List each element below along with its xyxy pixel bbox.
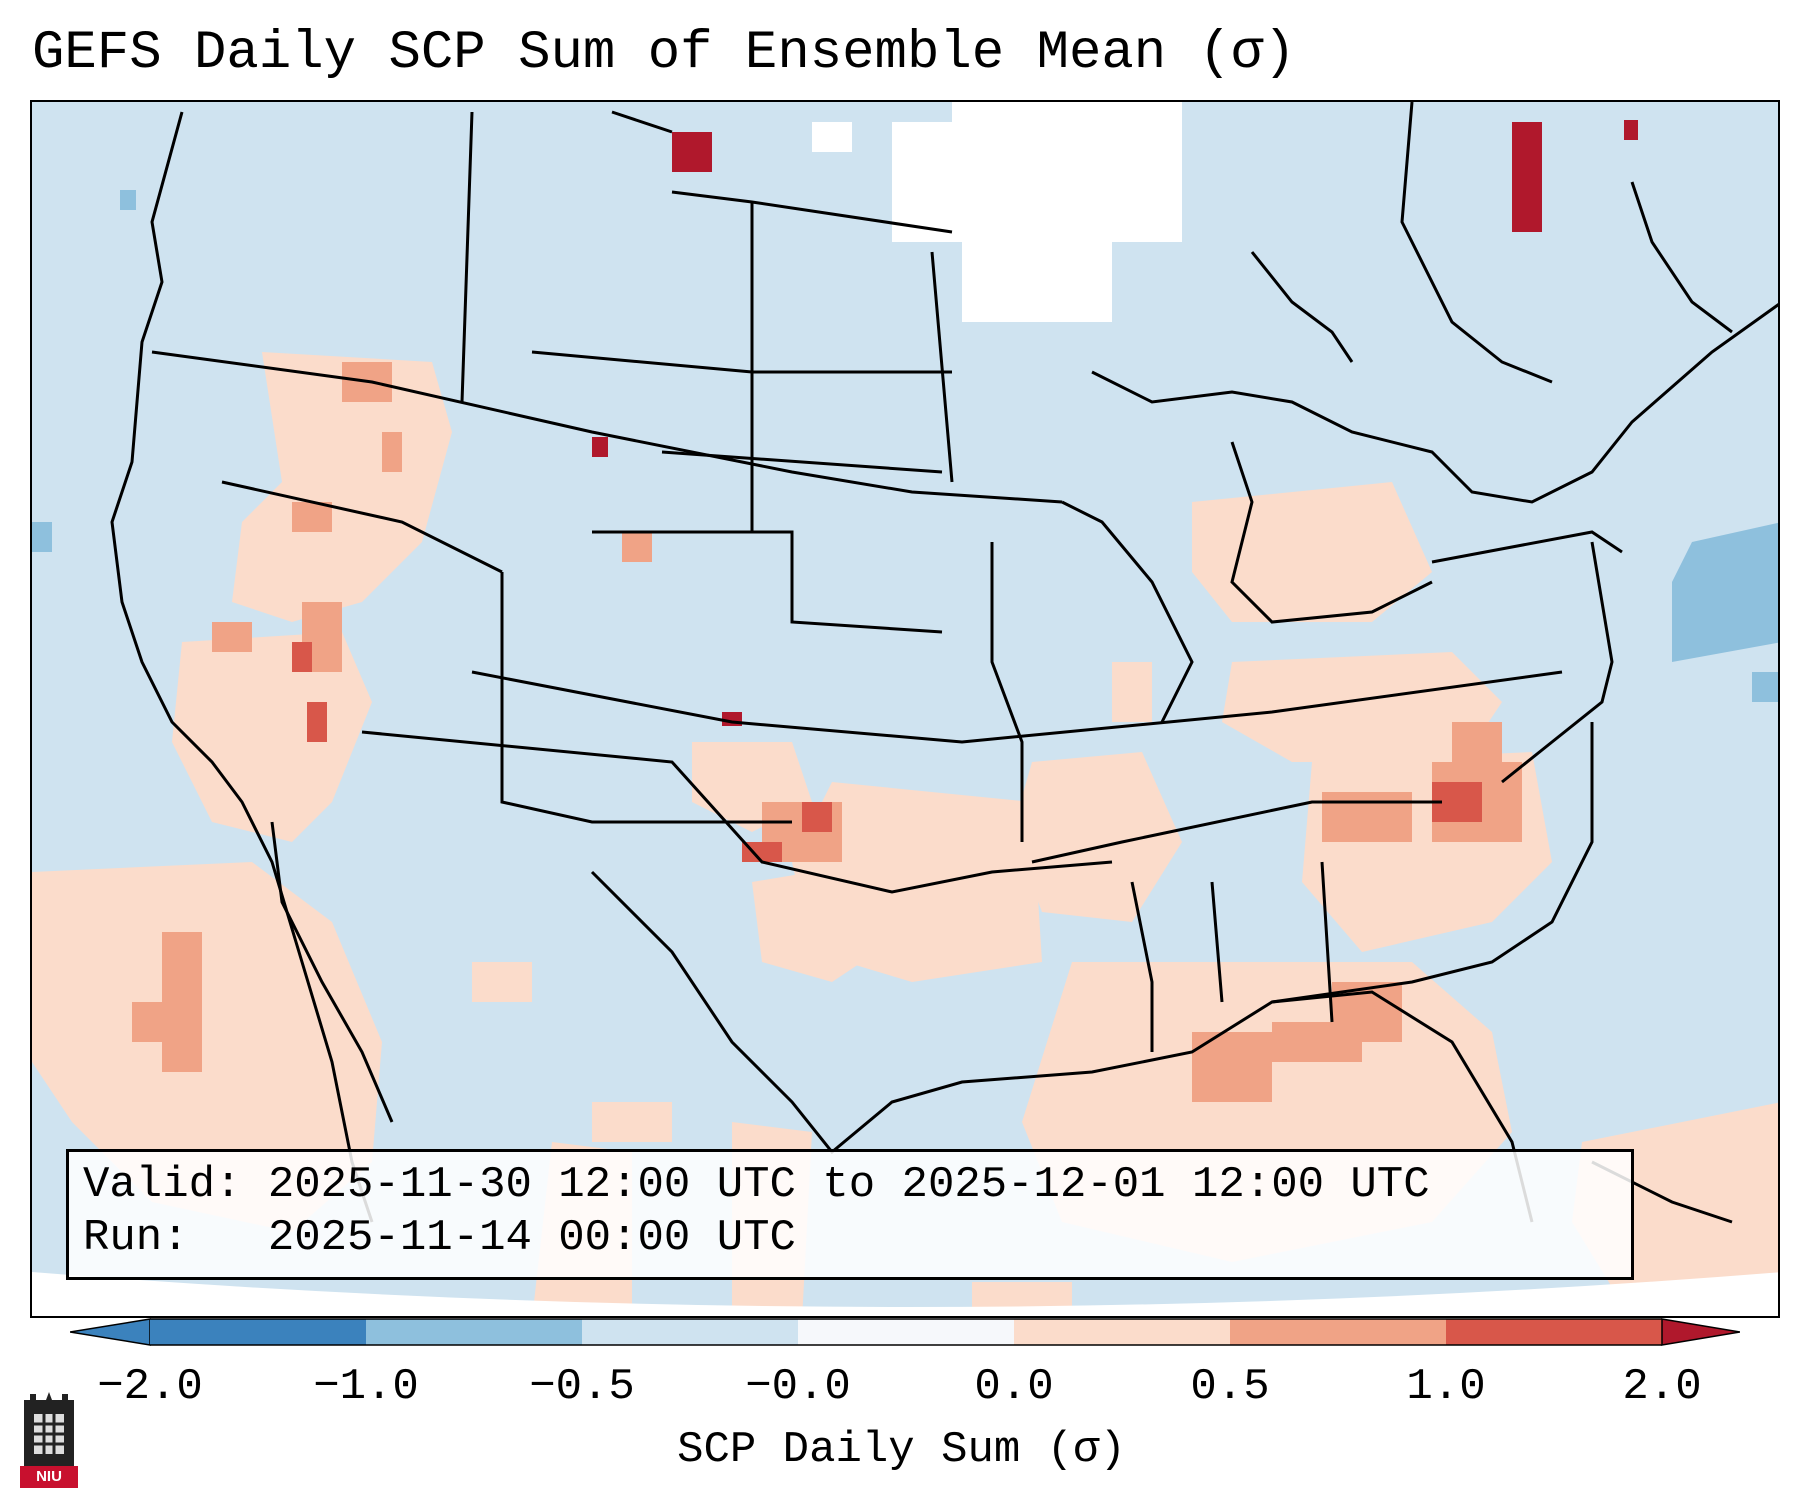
colorbar-seg-0 xyxy=(70,1318,151,1346)
colorbar-label: SCP Daily Sum (σ) xyxy=(677,1425,1126,1475)
colorbar-seg-7 xyxy=(1446,1319,1662,1345)
colorbar-outline xyxy=(150,1318,1662,1346)
colorbar-seg-8 xyxy=(1661,1318,1740,1346)
borders xyxy=(110,102,1778,1224)
valid-run-info-box: Valid: 2025-11-30 12:00 UTC to 2025-12-0… xyxy=(66,1149,1634,1280)
castle-icon xyxy=(24,1392,74,1466)
logo-text: NIU xyxy=(20,1466,78,1488)
colorbar-seg-1 xyxy=(150,1319,366,1345)
colorbar-tick-label: 2.0 xyxy=(1622,1362,1702,1412)
colorbar-seg-3 xyxy=(582,1319,798,1345)
map-panel xyxy=(30,100,1780,1318)
colorbar-tick-label: −0.5 xyxy=(529,1362,635,1412)
scp-field-map xyxy=(32,102,1778,1316)
colorbar-seg-6 xyxy=(1230,1319,1446,1345)
run-time-text: Run: 2025-11-14 00:00 UTC xyxy=(83,1213,796,1263)
colorbar-seg-2 xyxy=(366,1319,582,1345)
colorbar-tick-label: −0.0 xyxy=(745,1362,851,1412)
colorbar-tick-label: 0.0 xyxy=(974,1362,1054,1412)
colorbar-tick-label: 0.5 xyxy=(1190,1362,1270,1412)
colorbar-tick-label: −2.0 xyxy=(97,1362,203,1412)
map-title: GEFS Daily SCP Sum of Ensemble Mean (σ) xyxy=(32,23,1296,84)
colorbar-tick-label: 1.0 xyxy=(1406,1362,1486,1412)
projection-edge xyxy=(32,1272,1778,1316)
colorbar-seg-5 xyxy=(1014,1319,1230,1345)
valid-time-text: Valid: 2025-11-30 12:00 UTC to 2025-12-0… xyxy=(83,1160,1430,1210)
colorbar-tick-label: −1.0 xyxy=(313,1362,419,1412)
negative-areas xyxy=(32,190,1778,702)
colorbar-seg-4 xyxy=(798,1319,1014,1345)
no-data-region xyxy=(812,102,1182,322)
niu-logo: NIU xyxy=(20,1392,78,1488)
positive-max-areas xyxy=(592,120,1638,726)
colorbar xyxy=(70,1318,1740,1346)
